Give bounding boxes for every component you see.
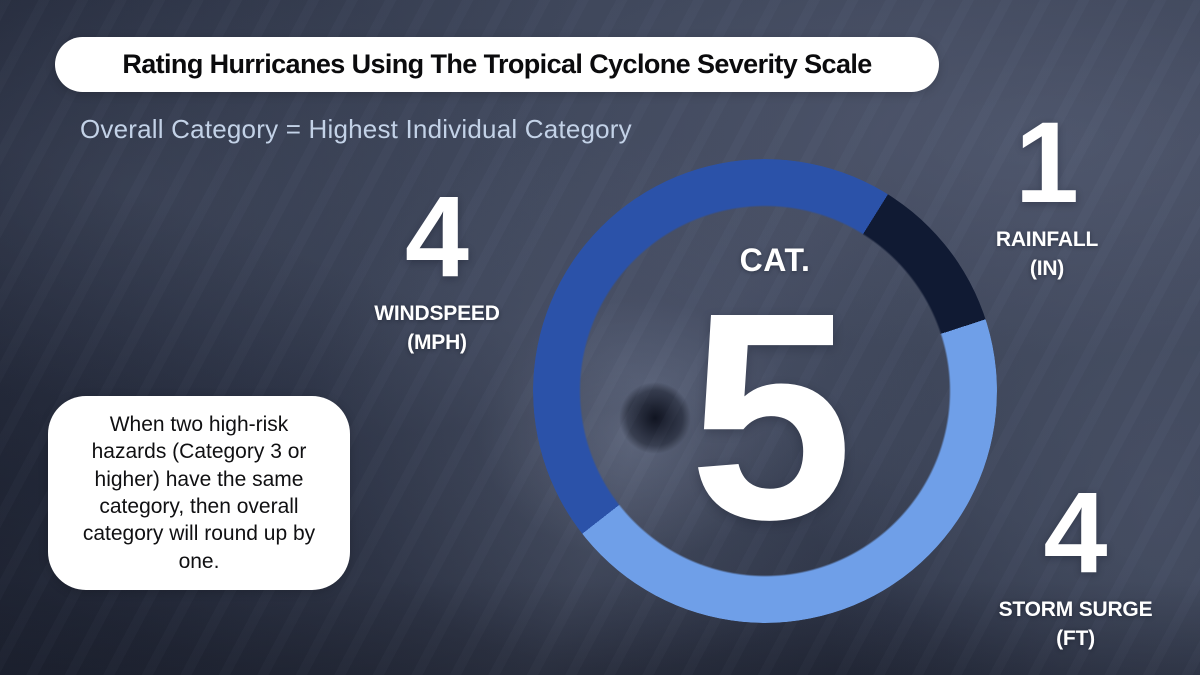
stat-rainfall: 1 RAINFALL (IN) bbox=[952, 106, 1142, 284]
center-category-label: CAT. bbox=[739, 242, 811, 278]
rainfall-unit: (IN) bbox=[1029, 256, 1065, 280]
note-text: When two high-risk hazards (Category 3 o… bbox=[82, 413, 316, 573]
category-donut-ring bbox=[533, 159, 997, 623]
stat-windspeed: 4 WINDSPEED (MPH) bbox=[327, 180, 547, 358]
windspeed-value: 4 bbox=[405, 173, 469, 301]
subtitle: Overall Category = Highest Individual Ca… bbox=[80, 114, 632, 144]
note-card: When two high-risk hazards (Category 3 o… bbox=[48, 396, 350, 590]
rainfall-label: RAINFALL bbox=[995, 228, 1099, 251]
page-title: Rating Hurricanes Using The Tropical Cyc… bbox=[122, 49, 872, 79]
windspeed-label: WINDSPEED bbox=[374, 302, 500, 325]
storm-surge-value: 4 bbox=[1043, 469, 1108, 597]
storm-surge-unit: (FT) bbox=[1056, 626, 1095, 650]
title-pill: Rating Hurricanes Using The Tropical Cyc… bbox=[55, 37, 939, 92]
stat-storm-surge: 4 STORM SURGE (FT) bbox=[953, 476, 1198, 654]
rainfall-value: 1 bbox=[1015, 99, 1079, 227]
center-category-value: 5 bbox=[688, 251, 854, 581]
category-donut-area: CAT. 5 bbox=[533, 159, 997, 623]
storm-surge-label: STORM SURGE bbox=[998, 598, 1153, 621]
windspeed-unit: (MPH) bbox=[407, 330, 467, 354]
